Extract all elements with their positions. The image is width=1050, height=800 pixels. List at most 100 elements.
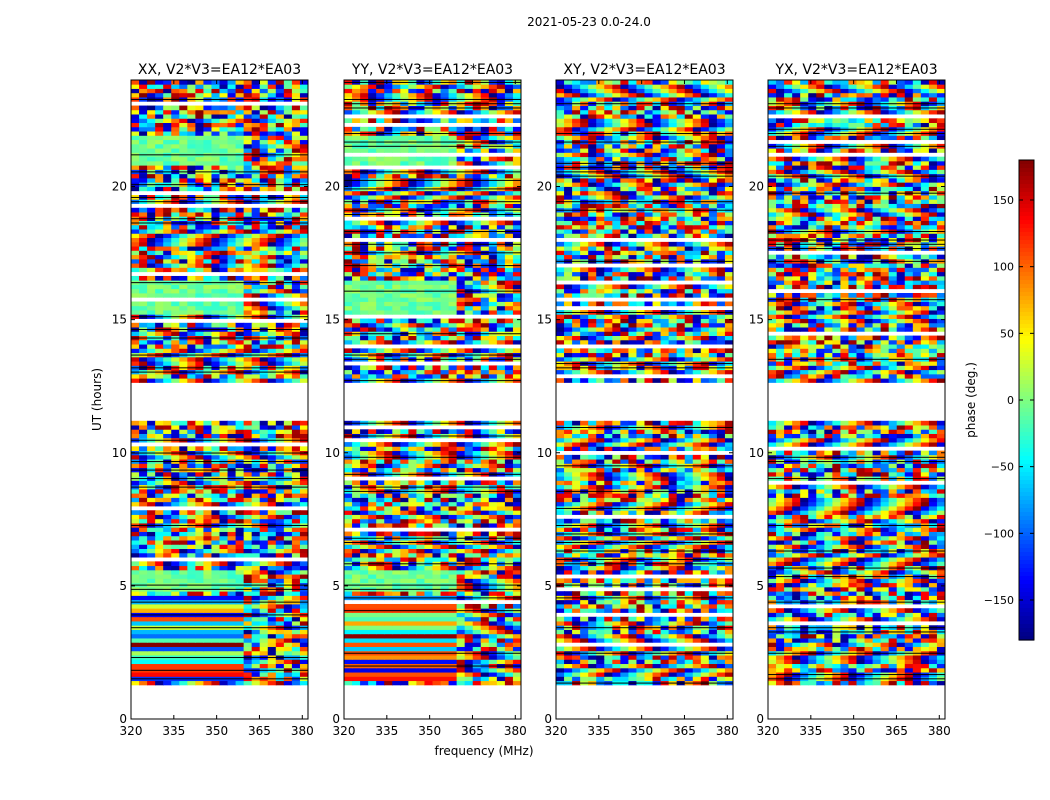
colorbar-segment	[1019, 372, 1034, 377]
colorbar-segment	[1019, 384, 1034, 389]
heatmap-image	[768, 80, 945, 686]
y-tick-label: 15	[325, 313, 340, 327]
colorbar-segment	[1019, 504, 1034, 509]
y-tick-label: 15	[112, 313, 127, 327]
colorbar-segment	[1019, 296, 1034, 301]
colorbar-segment	[1019, 176, 1034, 181]
colorbar-segment	[1019, 212, 1034, 217]
x-tick-label: 335	[375, 724, 398, 738]
heatmap-image	[556, 80, 733, 686]
x-tick-label: 320	[333, 724, 356, 738]
colorbar-segment	[1019, 248, 1034, 253]
colorbar-segment	[1019, 516, 1034, 521]
colorbar-segment	[1019, 604, 1034, 609]
y-tick-label: 20	[325, 180, 340, 194]
colorbar-segment	[1019, 348, 1034, 353]
colorbar-segment	[1019, 356, 1034, 361]
colorbar-segment	[1019, 168, 1034, 173]
colorbar-segment	[1019, 432, 1034, 437]
colorbar-segment	[1019, 408, 1034, 413]
colorbar-segment	[1019, 208, 1034, 213]
colorbar-segment	[1019, 608, 1034, 613]
colorbar-segment	[1019, 328, 1034, 333]
heatmap-image	[344, 80, 521, 686]
colorbar-segment	[1019, 472, 1034, 477]
colorbar-segment	[1019, 420, 1034, 425]
colorbar-segment	[1019, 172, 1034, 177]
colorbar-segment	[1019, 500, 1034, 505]
colorbar-segment	[1019, 496, 1034, 501]
colorbar-segment	[1019, 512, 1034, 517]
colorbar-segment	[1019, 320, 1034, 325]
colorbar-segment	[1019, 264, 1034, 269]
y-axis-label: UT (hours)	[90, 368, 104, 431]
colorbar-segment	[1019, 288, 1034, 293]
panel-3: XY, V2*V3=EA12*EA03 320 335 350 365 380 0 5 10 15…	[537, 62, 739, 738]
colorbar-segment	[1019, 300, 1034, 305]
colorbar-segment	[1019, 412, 1034, 417]
colorbar-segment	[1019, 548, 1034, 553]
panel-title: YY, V2*V3=EA12*EA03	[351, 62, 513, 78]
y-tick-label: 0	[756, 712, 764, 726]
colorbar-segment	[1019, 376, 1034, 381]
colorbar-segment	[1019, 164, 1034, 169]
colorbar-segment	[1019, 240, 1034, 245]
colorbar-segment	[1019, 524, 1034, 529]
colorbar-segment	[1019, 508, 1034, 513]
colorbar-segment	[1019, 180, 1034, 185]
colorbar-segment	[1019, 460, 1034, 465]
colorbar-segment	[1019, 636, 1034, 641]
x-tick-label: 350	[842, 724, 865, 738]
colorbar-segment	[1019, 444, 1034, 449]
colorbar-segment	[1019, 280, 1034, 285]
colorbar-segment	[1019, 620, 1034, 625]
x-tick-label: 380	[716, 724, 739, 738]
colorbar-segment	[1019, 628, 1034, 633]
colorbar-segment	[1019, 424, 1034, 429]
y-tick-label: 15	[537, 313, 552, 327]
colorbar-segment	[1019, 572, 1034, 577]
colorbar-segment	[1019, 584, 1034, 589]
colorbar-segment	[1019, 344, 1034, 349]
colorbar-segment	[1019, 580, 1034, 585]
colorbar-segment	[1019, 228, 1034, 233]
panel-title: XY, V2*V3=EA12*EA03	[563, 62, 725, 78]
colorbar-segment	[1019, 192, 1034, 197]
colorbar-segment	[1019, 380, 1034, 385]
colorbar-tick-label: 50	[1000, 327, 1014, 340]
colorbar-segment	[1019, 484, 1034, 489]
heatmap-image	[131, 80, 308, 686]
colorbar-segment	[1019, 312, 1034, 317]
colorbar-tick-label: 150	[993, 194, 1014, 207]
colorbar-segment	[1019, 564, 1034, 569]
colorbar-tick-label: 100	[993, 261, 1014, 274]
panel-title: XX, V2*V3=EA12*EA03	[138, 62, 301, 78]
colorbar-segment	[1019, 324, 1034, 329]
colorbar-segment	[1019, 452, 1034, 457]
colorbar-segment	[1019, 276, 1034, 281]
colorbar-segment	[1019, 536, 1034, 541]
panel-4: YX, V2*V3=EA12*EA03 320 335 350 365 380 0 5 10 15…	[749, 62, 951, 738]
colorbar: 150 100 50 0 −50 −100 −150 phase (deg.)	[964, 159, 1035, 641]
colorbar-segment	[1019, 260, 1034, 265]
colorbar-segment	[1019, 576, 1034, 581]
colorbar-segment	[1019, 568, 1034, 573]
colorbar-segment	[1019, 404, 1034, 409]
colorbar-segment	[1019, 540, 1034, 545]
colorbar-segment	[1019, 200, 1034, 205]
colorbar-segment	[1019, 332, 1034, 337]
y-tick-label: 20	[749, 180, 764, 194]
x-tick-label: 380	[291, 724, 314, 738]
y-tick-label: 0	[332, 712, 340, 726]
plot-frame	[555, 79, 734, 720]
colorbar-segment	[1019, 336, 1034, 341]
y-tick-label: 10	[112, 446, 127, 460]
x-tick-label: 320	[545, 724, 568, 738]
colorbar-segment	[1019, 632, 1034, 637]
colorbar-segment	[1019, 552, 1034, 557]
colorbar-segment	[1019, 488, 1034, 493]
y-tick-label: 10	[749, 446, 764, 460]
y-tick-label: 0	[119, 712, 127, 726]
x-tick-label: 320	[120, 724, 143, 738]
